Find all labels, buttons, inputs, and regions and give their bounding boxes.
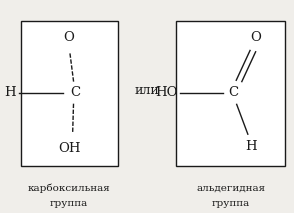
Text: HO: HO [155,86,177,99]
Text: OH: OH [58,141,80,155]
Text: C: C [229,86,239,99]
Text: H: H [245,140,257,154]
Text: O: O [64,31,74,44]
Text: O: O [250,31,261,44]
Bar [21,21,118,166]
Text: C: C [70,86,80,99]
Text: альдегидная: альдегидная [196,184,265,193]
Text: H: H [4,86,16,99]
Text: группа: группа [50,199,88,208]
Text: или: или [135,84,159,97]
Text: карбоксильная: карбоксильная [28,184,111,193]
Text: группа: группа [212,199,250,208]
Bar [176,21,285,166]
